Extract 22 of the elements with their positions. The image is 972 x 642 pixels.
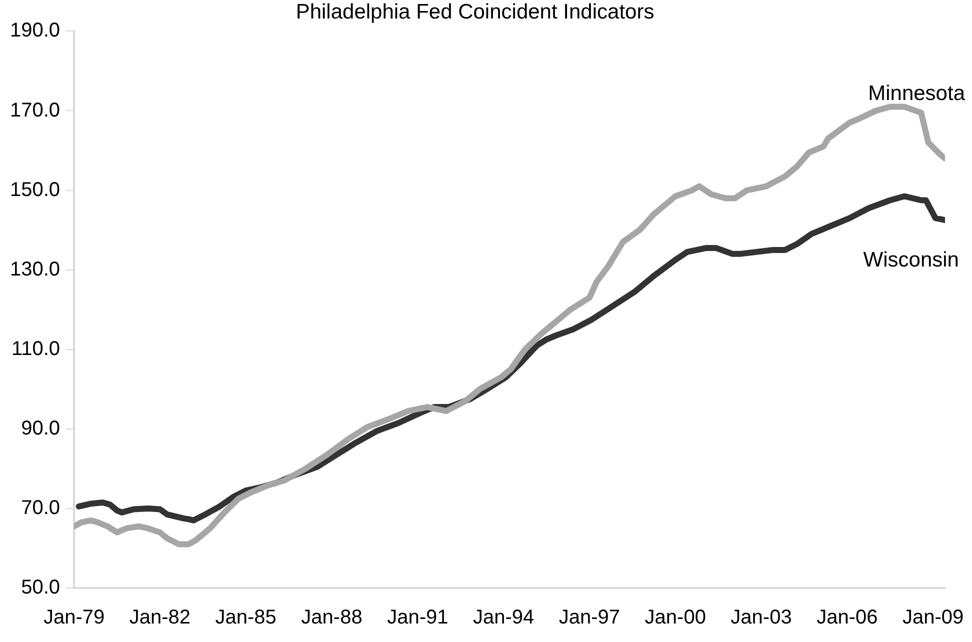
series-label: Wisconsin	[863, 248, 959, 272]
y-tick-label: 170.0	[10, 99, 60, 122]
y-tick-label: 130.0	[10, 258, 60, 280]
x-tick-label: Jan-09	[902, 606, 964, 629]
y-tick-label: 70.0	[21, 496, 60, 519]
y-tick-label: 190.0	[10, 20, 60, 42]
chart-title: Philadelphia Fed Coincident Indicators	[296, 0, 654, 24]
x-tick-label: Jan-82	[129, 606, 191, 629]
series-label: Minnesota	[868, 82, 966, 106]
x-tick-label: Jan-00	[644, 606, 706, 629]
x-tick-label: Jan-94	[472, 606, 534, 629]
x-tick-label: Jan-85	[215, 606, 276, 629]
y-tick-label: 90.0	[21, 417, 60, 440]
x-tick-label: Jan-06	[816, 606, 878, 629]
x-tick-label: Jan-91	[387, 606, 448, 629]
y-tick-label: 50.0	[21, 576, 60, 599]
y-tick-label: 150.0	[10, 178, 60, 201]
x-tick-label: Jan-79	[43, 606, 105, 629]
x-tick-label: Jan-03	[730, 606, 792, 629]
x-tick-label: Jan-97	[558, 606, 620, 629]
x-tick-label: Jan-88	[301, 606, 362, 629]
y-tick-label: 110.0	[11, 338, 60, 360]
